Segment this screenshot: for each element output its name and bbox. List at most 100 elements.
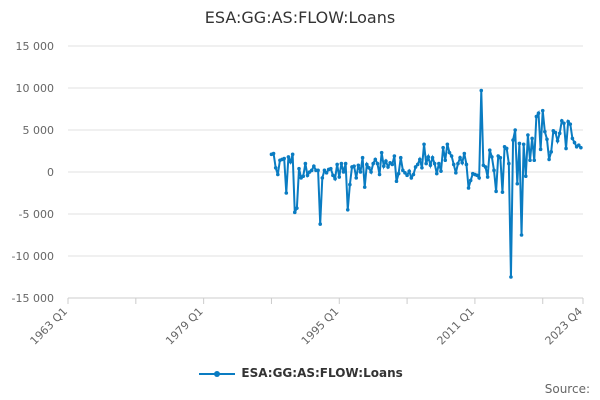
data-point [415,162,420,167]
data-point [409,176,414,180]
data-point [530,136,534,141]
data-point [466,186,471,190]
data-point [322,168,327,173]
data-point [526,133,530,137]
x-tick-label: 2011 Q1 [434,305,477,348]
y-tick-label: 5 000 [23,124,55,137]
data-point [339,161,344,166]
data-point [290,152,295,157]
data-point [335,162,339,167]
data-point [392,154,397,158]
data-point [324,171,329,175]
data-point [273,166,278,170]
data-point [288,160,293,164]
y-tick-label: 10 000 [16,82,55,95]
data-point [358,170,363,174]
data-point [411,172,416,177]
data-point [377,172,382,177]
series-line [271,90,582,278]
data-point [413,165,418,169]
data-point [371,161,375,166]
data-point [331,173,335,178]
data-point [479,88,484,93]
data-point [439,169,443,173]
data-point [297,166,301,171]
legend-label: ESA:GG:AS:FLOW:Loans [241,366,403,380]
data-point [538,147,543,152]
y-tick-label: -5 000 [19,208,54,221]
data-point [534,114,539,119]
y-tick-label: -10 000 [12,250,54,263]
data-point [360,155,365,160]
data-point [576,143,581,147]
data-point [318,222,323,226]
data-point [434,171,439,176]
data-point [282,156,286,161]
data-point [381,164,386,168]
data-point [352,164,356,168]
data-point [572,140,577,145]
data-point [422,142,426,147]
data-point [345,208,350,212]
data-point [333,176,337,181]
source-label: Source: [544,382,590,396]
data-point [513,128,517,132]
data-point [564,146,568,151]
legend-line-marker-icon [199,370,236,377]
legend-item[interactable]: ESA:GG:AS:FLOW:Loans [0,366,600,380]
data-point [545,137,549,142]
data-point [405,173,409,178]
data-point [485,175,490,179]
data-point [420,166,424,170]
data-point [460,160,464,165]
data-point [449,154,454,158]
data-point [276,172,280,177]
data-point [517,141,522,146]
data-point [398,155,403,160]
data-point [458,155,462,160]
x-tick-label: 1963 Q1 [28,305,71,348]
data-point [521,142,526,147]
data-point [312,164,316,168]
data-point [367,166,371,170]
data-point [464,162,469,167]
data-point [507,161,511,166]
data-point [394,179,399,184]
data-point [362,185,367,189]
data-point [570,136,575,141]
data-point [475,173,479,178]
data-point [424,161,428,166]
data-point [543,129,547,134]
data-point [547,157,551,162]
data-point [337,175,342,179]
data-point [396,171,401,176]
y-tick-label: 0 [47,166,54,179]
data-point [511,138,515,142]
data-point [286,155,291,159]
data-point [498,155,503,160]
data-point [320,176,325,180]
data-point [557,131,562,136]
x-tick-label: 1979 Q1 [163,305,206,348]
data-point [373,157,378,162]
data-point [568,122,573,126]
data-point [549,150,554,154]
data-point [292,210,297,215]
data-point [490,155,494,159]
data-point [504,146,509,151]
y-tick-label: 15 000 [16,40,55,53]
data-point [532,158,537,163]
data-point [343,161,348,166]
data-point [430,155,435,160]
data-point [284,191,289,195]
data-point [441,145,445,150]
data-point [375,161,380,166]
data-point [356,163,361,168]
data-point [328,166,333,171]
data-point [341,170,346,174]
data-point [566,119,570,124]
data-point [418,157,422,162]
data-point [523,174,528,178]
data-point [445,142,450,147]
